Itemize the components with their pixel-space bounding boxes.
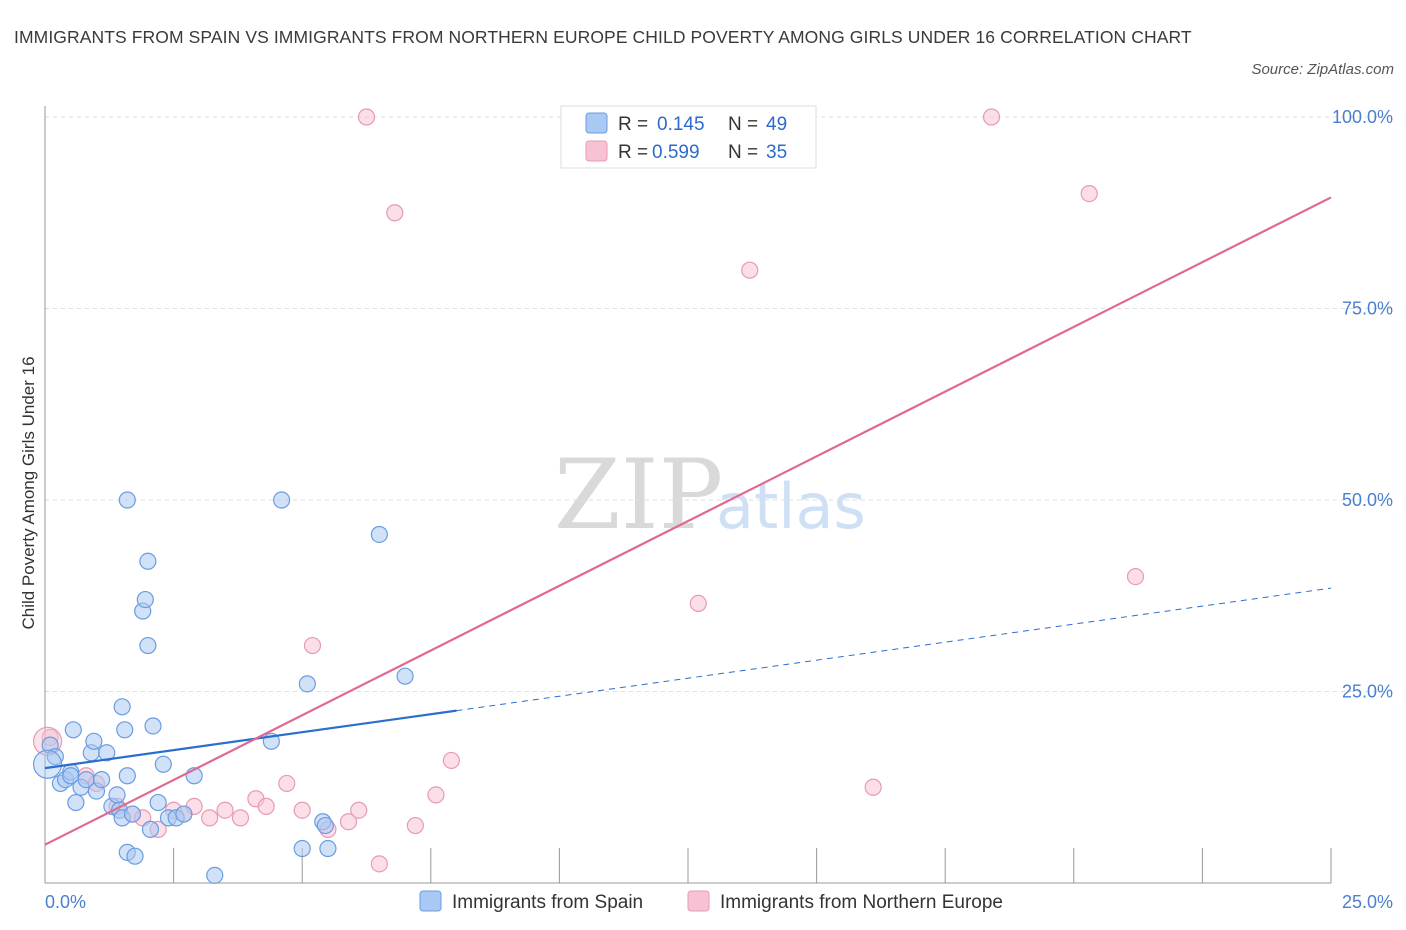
spain-point-26 — [136, 590, 154, 609]
spain-point-48 — [32, 749, 63, 779]
northern-europe-point-22 — [406, 816, 424, 835]
spain-point-40 — [273, 491, 291, 509]
chart-title: IMMIGRANTS FROM SPAIN VS IMMIGRANTS FROM… — [14, 27, 1192, 47]
correlation-legend: R = 0.145 N = 49 R = 0.599 N = 35 — [560, 105, 817, 169]
spain-point-45 — [319, 839, 337, 858]
legend-r-label-spain: R = — [618, 114, 648, 135]
watermark-zip: ZIP — [554, 439, 723, 551]
spain-point-38 — [206, 866, 224, 884]
spain-point-18 — [116, 721, 134, 739]
spain-point-41 — [298, 675, 316, 693]
spain-point-35 — [175, 805, 193, 823]
legend-swatch-spain — [585, 112, 608, 134]
northern-europe-point-11 — [216, 801, 234, 819]
y-tick-label-25: 25.0% — [1342, 682, 1393, 702]
northern-europe-point-14 — [257, 797, 275, 816]
northern-europe-point-26 — [386, 204, 404, 222]
source-note: Source: ZipAtlas.com — [1251, 61, 1394, 78]
spain-point-27 — [139, 552, 157, 570]
northern-europe-point-31 — [982, 108, 1001, 126]
watermark-atlas: atlas — [716, 470, 866, 543]
northern-europe-point-30 — [864, 778, 882, 796]
spain-point-30 — [144, 717, 162, 735]
y-tick-label-75: 75.0% — [1342, 299, 1393, 319]
northern-europe-point-20 — [350, 801, 368, 819]
spain-point-5 — [67, 793, 85, 812]
northern-europe-point-16 — [293, 801, 311, 819]
northern-europe-point-15 — [278, 774, 296, 793]
northern-europe-trend-line — [44, 196, 1332, 846]
northern-europe-point-23 — [427, 786, 445, 804]
spain-point-32 — [154, 755, 172, 773]
spain-point-24 — [113, 698, 131, 716]
spain-point-43 — [316, 816, 334, 835]
spain-point-1 — [46, 748, 64, 766]
gridlines — [45, 116, 1392, 692]
x-tick-label-max: 25.0% — [1342, 892, 1393, 912]
spain-point-12 — [92, 770, 111, 789]
legend-n-value-northern-europe: 35 — [766, 142, 787, 163]
spain-point-46 — [370, 525, 388, 544]
northern-europe-point-19 — [339, 813, 358, 831]
y-tick-label-100: 100.0% — [1332, 107, 1393, 127]
spain-trend-line-extension — [456, 587, 1332, 712]
spain-point-44 — [293, 839, 311, 858]
bottom-legend-swatch-northern-europe — [687, 890, 710, 912]
northern-europe-point-24 — [442, 751, 460, 770]
spain-point-47 — [396, 667, 414, 685]
spain-point-29 — [139, 636, 157, 655]
northern-europe-point-17 — [303, 636, 322, 655]
spain-point-28 — [118, 491, 136, 509]
bottom-legend-label-spain: Immigrants from Spain — [452, 892, 643, 913]
series-legend: Immigrants from Spain Immigrants from No… — [419, 890, 1003, 913]
y-tick-label-50: 50.0% — [1342, 490, 1393, 510]
northern-europe-point-25 — [357, 108, 376, 126]
legend-r-value-spain: 0.145 — [657, 114, 705, 135]
legend-swatch-northern-europe — [585, 140, 608, 162]
northern-europe-point-33 — [1126, 567, 1145, 586]
spain-point-23 — [126, 847, 144, 865]
y-axis-label: Child Poverty Among Girls Under 16 — [19, 356, 38, 629]
spain-point-21 — [98, 744, 116, 762]
spain-point-20 — [123, 805, 142, 823]
bottom-legend-label-northern-europe: Immigrants from Northern Europe — [720, 892, 1003, 913]
series-spain-points — [32, 491, 414, 884]
legend-n-label-northern-europe: N = — [728, 142, 758, 163]
northern-europe-point-28 — [689, 594, 707, 613]
x-tick-label-min: 0.0% — [45, 892, 86, 912]
legend-n-value-spain: 49 — [766, 114, 787, 135]
trend-lines — [44, 196, 1332, 846]
northern-europe-point-12 — [231, 809, 250, 827]
northern-europe-point-32 — [1080, 185, 1098, 203]
northern-europe-point-29 — [741, 261, 759, 279]
spain-point-11 — [85, 732, 103, 750]
legend-r-value-northern-europe: 0.599 — [652, 142, 700, 163]
legend-n-label-spain: N = — [728, 114, 758, 135]
northern-europe-point-10 — [201, 809, 219, 827]
spain-point-13 — [64, 721, 82, 739]
y-tick-labels: 25.0% 50.0% 75.0% 100.0% — [1332, 107, 1393, 702]
spain-trend-line — [44, 709, 457, 770]
bottom-legend-swatch-spain — [419, 890, 442, 912]
spain-point-15 — [108, 786, 126, 804]
northern-europe-point-21 — [370, 855, 388, 873]
spain-point-19 — [118, 767, 136, 785]
legend-r-label-northern-europe: R = — [618, 142, 648, 163]
spain-point-31 — [149, 793, 167, 812]
x-axis-ticks — [173, 848, 1332, 883]
spain-point-36 — [141, 820, 160, 838]
